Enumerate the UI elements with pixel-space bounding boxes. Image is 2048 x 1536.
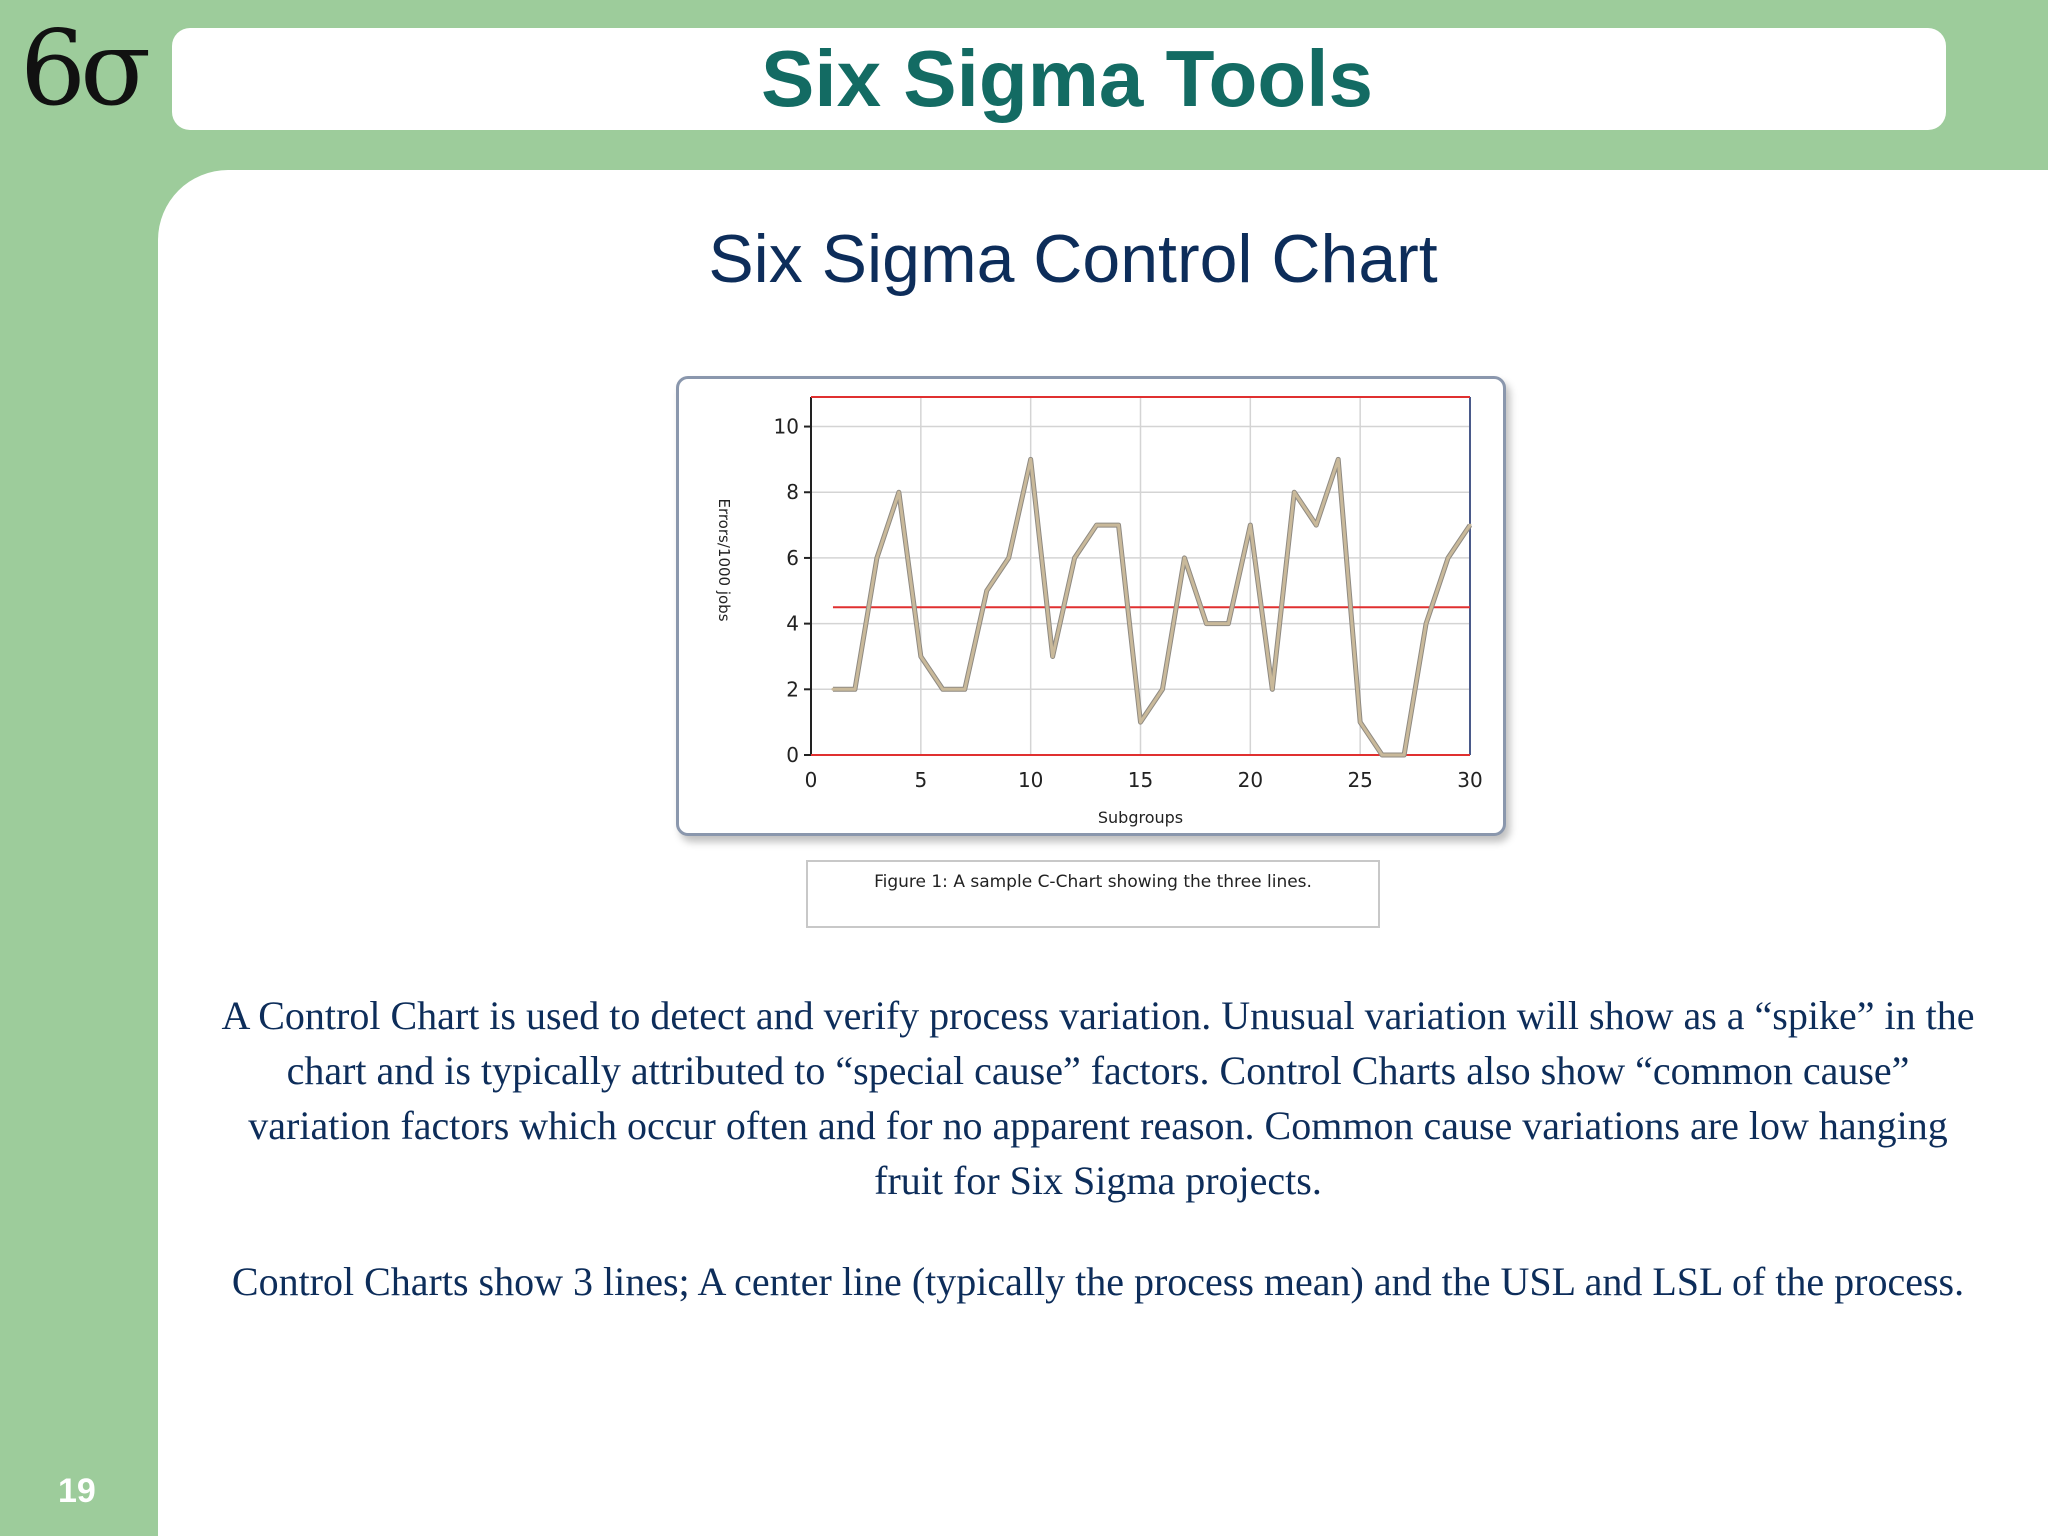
control-chart: 0 2 4 6 8 10 0 5 10 15 20 25 30 Subgroups Errors/1000 … [676,376,1506,836]
data-point [941,687,945,691]
slide-subtitle: Six Sigma Control Chart [708,221,1438,297]
data-line [832,457,1472,757]
data-point [1270,687,1274,691]
data-point [1073,556,1077,560]
data-point [831,687,835,691]
y-tick-label: 6 [786,546,799,570]
data-point [1095,523,1099,527]
control-chart-svg: 0 2 4 6 8 10 0 5 10 15 20 25 30 Subgroups Errors/1000 … [715,396,1483,827]
data-point [1446,556,1450,560]
title-bar: Six Sigma Tools [172,28,1946,130]
data-point [1160,687,1164,691]
data-point [1358,720,1362,724]
x-tick-label: 15 [1128,768,1153,792]
data-point [1226,622,1230,626]
data-point [985,589,989,593]
data-point [853,687,857,691]
x-tick-label: 0 [805,768,818,792]
data-point [1029,457,1033,461]
data-point [1051,654,1055,658]
data-point [1468,523,1472,527]
y-axis-label: Errors/1000 jobs [715,498,733,621]
data-point [1182,556,1186,560]
y-tick-label: 2 [786,677,799,701]
data-point [1117,523,1121,527]
data-point [1314,523,1318,527]
x-axis-label: Subgroups [1098,808,1183,827]
page-number: 19 [58,1472,96,1510]
data-point [1007,556,1011,560]
data-point [919,654,923,658]
y-tick-label: 8 [786,480,799,504]
data-point [1424,622,1428,626]
page-title: Six Sigma Tools [761,34,1373,123]
data-point [897,490,901,494]
x-tick-label: 30 [1457,768,1482,792]
data-point [1139,720,1142,724]
x-tick-label: 10 [1018,768,1043,792]
x-tick-label: 25 [1347,768,1372,792]
x-tick-label: 5 [914,768,927,792]
y-tick-label: 0 [786,743,799,767]
y-tick-label: 10 [774,415,799,439]
y-tick-label: 4 [786,612,799,636]
slide-content: Six Sigma Control Chart 0 2 4 6 8 10 0 5 10 15 20 2… [158,170,2048,1536]
data-point [875,556,879,560]
data-point [1204,622,1208,626]
data-point [963,687,967,691]
data-point [1336,457,1340,461]
data-point [1248,523,1252,527]
description-paragraph: A Control Chart is used to detect and ve… [221,993,1975,1203]
data-point [1292,490,1296,494]
data-point [1402,753,1406,757]
data-point [1380,753,1384,757]
x-tick-label: 20 [1238,768,1263,792]
lines-paragraph: Control Charts show 3 lines; A center li… [231,1259,1965,1304]
figure-caption: Figure 1: A sample C-Chart showing the t… [806,860,1380,928]
six-sigma-logo: 6σ [20,7,151,129]
